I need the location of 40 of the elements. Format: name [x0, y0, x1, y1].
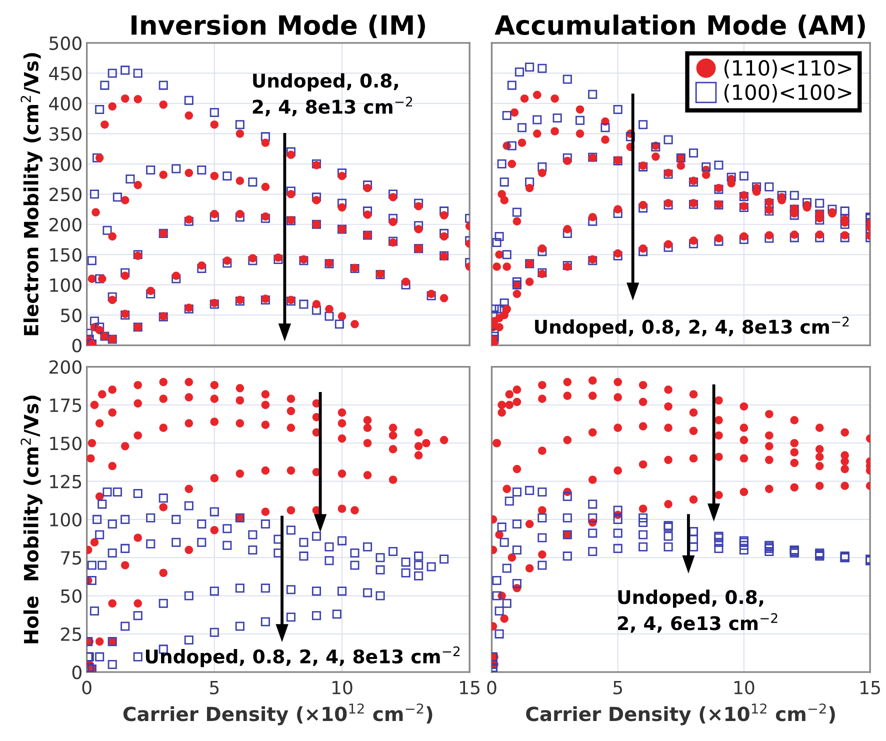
x-tick-label: 0	[82, 680, 92, 694]
y-tick-label: 25	[61, 627, 82, 642]
y-tick-label: 500	[50, 36, 82, 50]
y-tick-label: 50	[61, 589, 82, 603]
y-tick-label: 400	[49, 96, 82, 111]
x-tick-label: 5	[210, 680, 219, 694]
y-tick-label: 250	[50, 188, 82, 202]
y-axis-title: Electron Mobility (cm$^{2}$/Vs)	[20, 53, 42, 336]
x-tick-label: 0	[487, 680, 496, 694]
y-tick-label: 350	[50, 127, 82, 141]
legend-label: (100)<100>	[724, 84, 852, 103]
x-axis-title: Carrier Density (×10$^{12}$ cm$^{−2}$)	[123, 703, 432, 726]
y-tick-label: 150	[50, 248, 82, 262]
annotation: Undoped, 0.8, 2, 4, 8e13 cm$^{−2}$	[535, 316, 849, 338]
y-tick-label: 175	[50, 398, 82, 412]
x-tick-label: 15	[860, 680, 880, 694]
y-tick-label: 100	[50, 278, 82, 292]
y-tick-label: 200	[50, 360, 82, 374]
y-tick-label: 75	[61, 551, 82, 565]
x-tick-label: 10	[734, 680, 754, 694]
y-tick-label: 125	[50, 474, 82, 488]
annotation: Undoped, 0.8, 2, 4, 8e13 cm$^{−2}$	[146, 646, 460, 668]
x-tick-label: 15	[460, 680, 480, 694]
y-tick-label: 0	[72, 666, 82, 680]
chart-title: Inversion Mode (IM)	[132, 14, 426, 38]
y-axis-title: Hole Mobility (cm$^{2}$/Vs)	[20, 396, 42, 644]
x-tick-label: 5	[613, 680, 622, 694]
y-tick-label: 50	[61, 308, 82, 322]
annotation: Undoped, 0.8, 2, 4, 8e13 cm$^{−2}$	[252, 73, 412, 116]
legend-label: (110)<110>	[724, 60, 852, 78]
y-tick-label: 150	[50, 436, 82, 450]
y-tick-label: 450	[49, 66, 82, 80]
y-tick-label: 300	[50, 157, 82, 172]
y-tick-label: 0	[72, 338, 82, 352]
y-tick-label: 100	[50, 512, 82, 527]
annotation: Undoped, 0.8, 2, 4, 6e13 cm$^{−2}$	[618, 590, 778, 633]
x-axis-title: Carrier Density (×10$^{12}$ cm$^{−2}$)	[526, 703, 835, 726]
y-tick-label: 200	[50, 218, 82, 232]
x-tick-label: 10	[332, 680, 352, 694]
chart-title: Accumulation Mode (AM)	[494, 14, 865, 38]
